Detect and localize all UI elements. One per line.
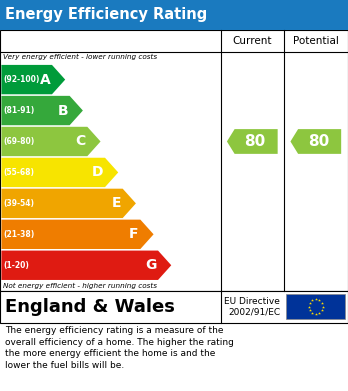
Text: F: F [129,227,139,241]
Text: A: A [39,73,50,86]
Text: D: D [92,165,103,179]
Polygon shape [1,127,101,156]
Text: (21-38): (21-38) [3,230,35,239]
Text: 80: 80 [244,134,266,149]
Text: Not energy efficient - higher running costs: Not energy efficient - higher running co… [3,283,157,289]
Text: Current: Current [232,36,272,46]
Text: C: C [75,135,86,149]
Text: 80: 80 [308,134,329,149]
Text: (1-20): (1-20) [3,261,29,270]
Polygon shape [1,158,118,187]
Text: (81-91): (81-91) [3,106,35,115]
Text: Energy Efficiency Rating: Energy Efficiency Rating [5,7,207,22]
Text: E: E [111,196,121,210]
Text: B: B [57,104,68,118]
Polygon shape [1,189,136,218]
Text: G: G [145,258,156,272]
Polygon shape [227,129,278,154]
Bar [0,30,348,291]
Bar [0,0,348,30]
Polygon shape [1,96,83,125]
Text: EU Directive
2002/91/EC: EU Directive 2002/91/EC [224,297,280,316]
Text: (69-80): (69-80) [3,137,35,146]
Polygon shape [1,65,65,94]
Text: The energy efficiency rating is a measure of the
overall efficiency of a home. T: The energy efficiency rating is a measur… [5,326,234,370]
Polygon shape [1,220,153,249]
Polygon shape [1,251,171,280]
Text: (55-68): (55-68) [3,168,34,177]
Bar [286,294,345,319]
Text: (92-100): (92-100) [3,75,40,84]
Bar [0,291,348,323]
Text: Very energy efficient - lower running costs: Very energy efficient - lower running co… [3,54,157,60]
Polygon shape [291,129,341,154]
Text: (39-54): (39-54) [3,199,34,208]
Text: Potential: Potential [293,36,339,46]
Text: England & Wales: England & Wales [5,298,175,316]
